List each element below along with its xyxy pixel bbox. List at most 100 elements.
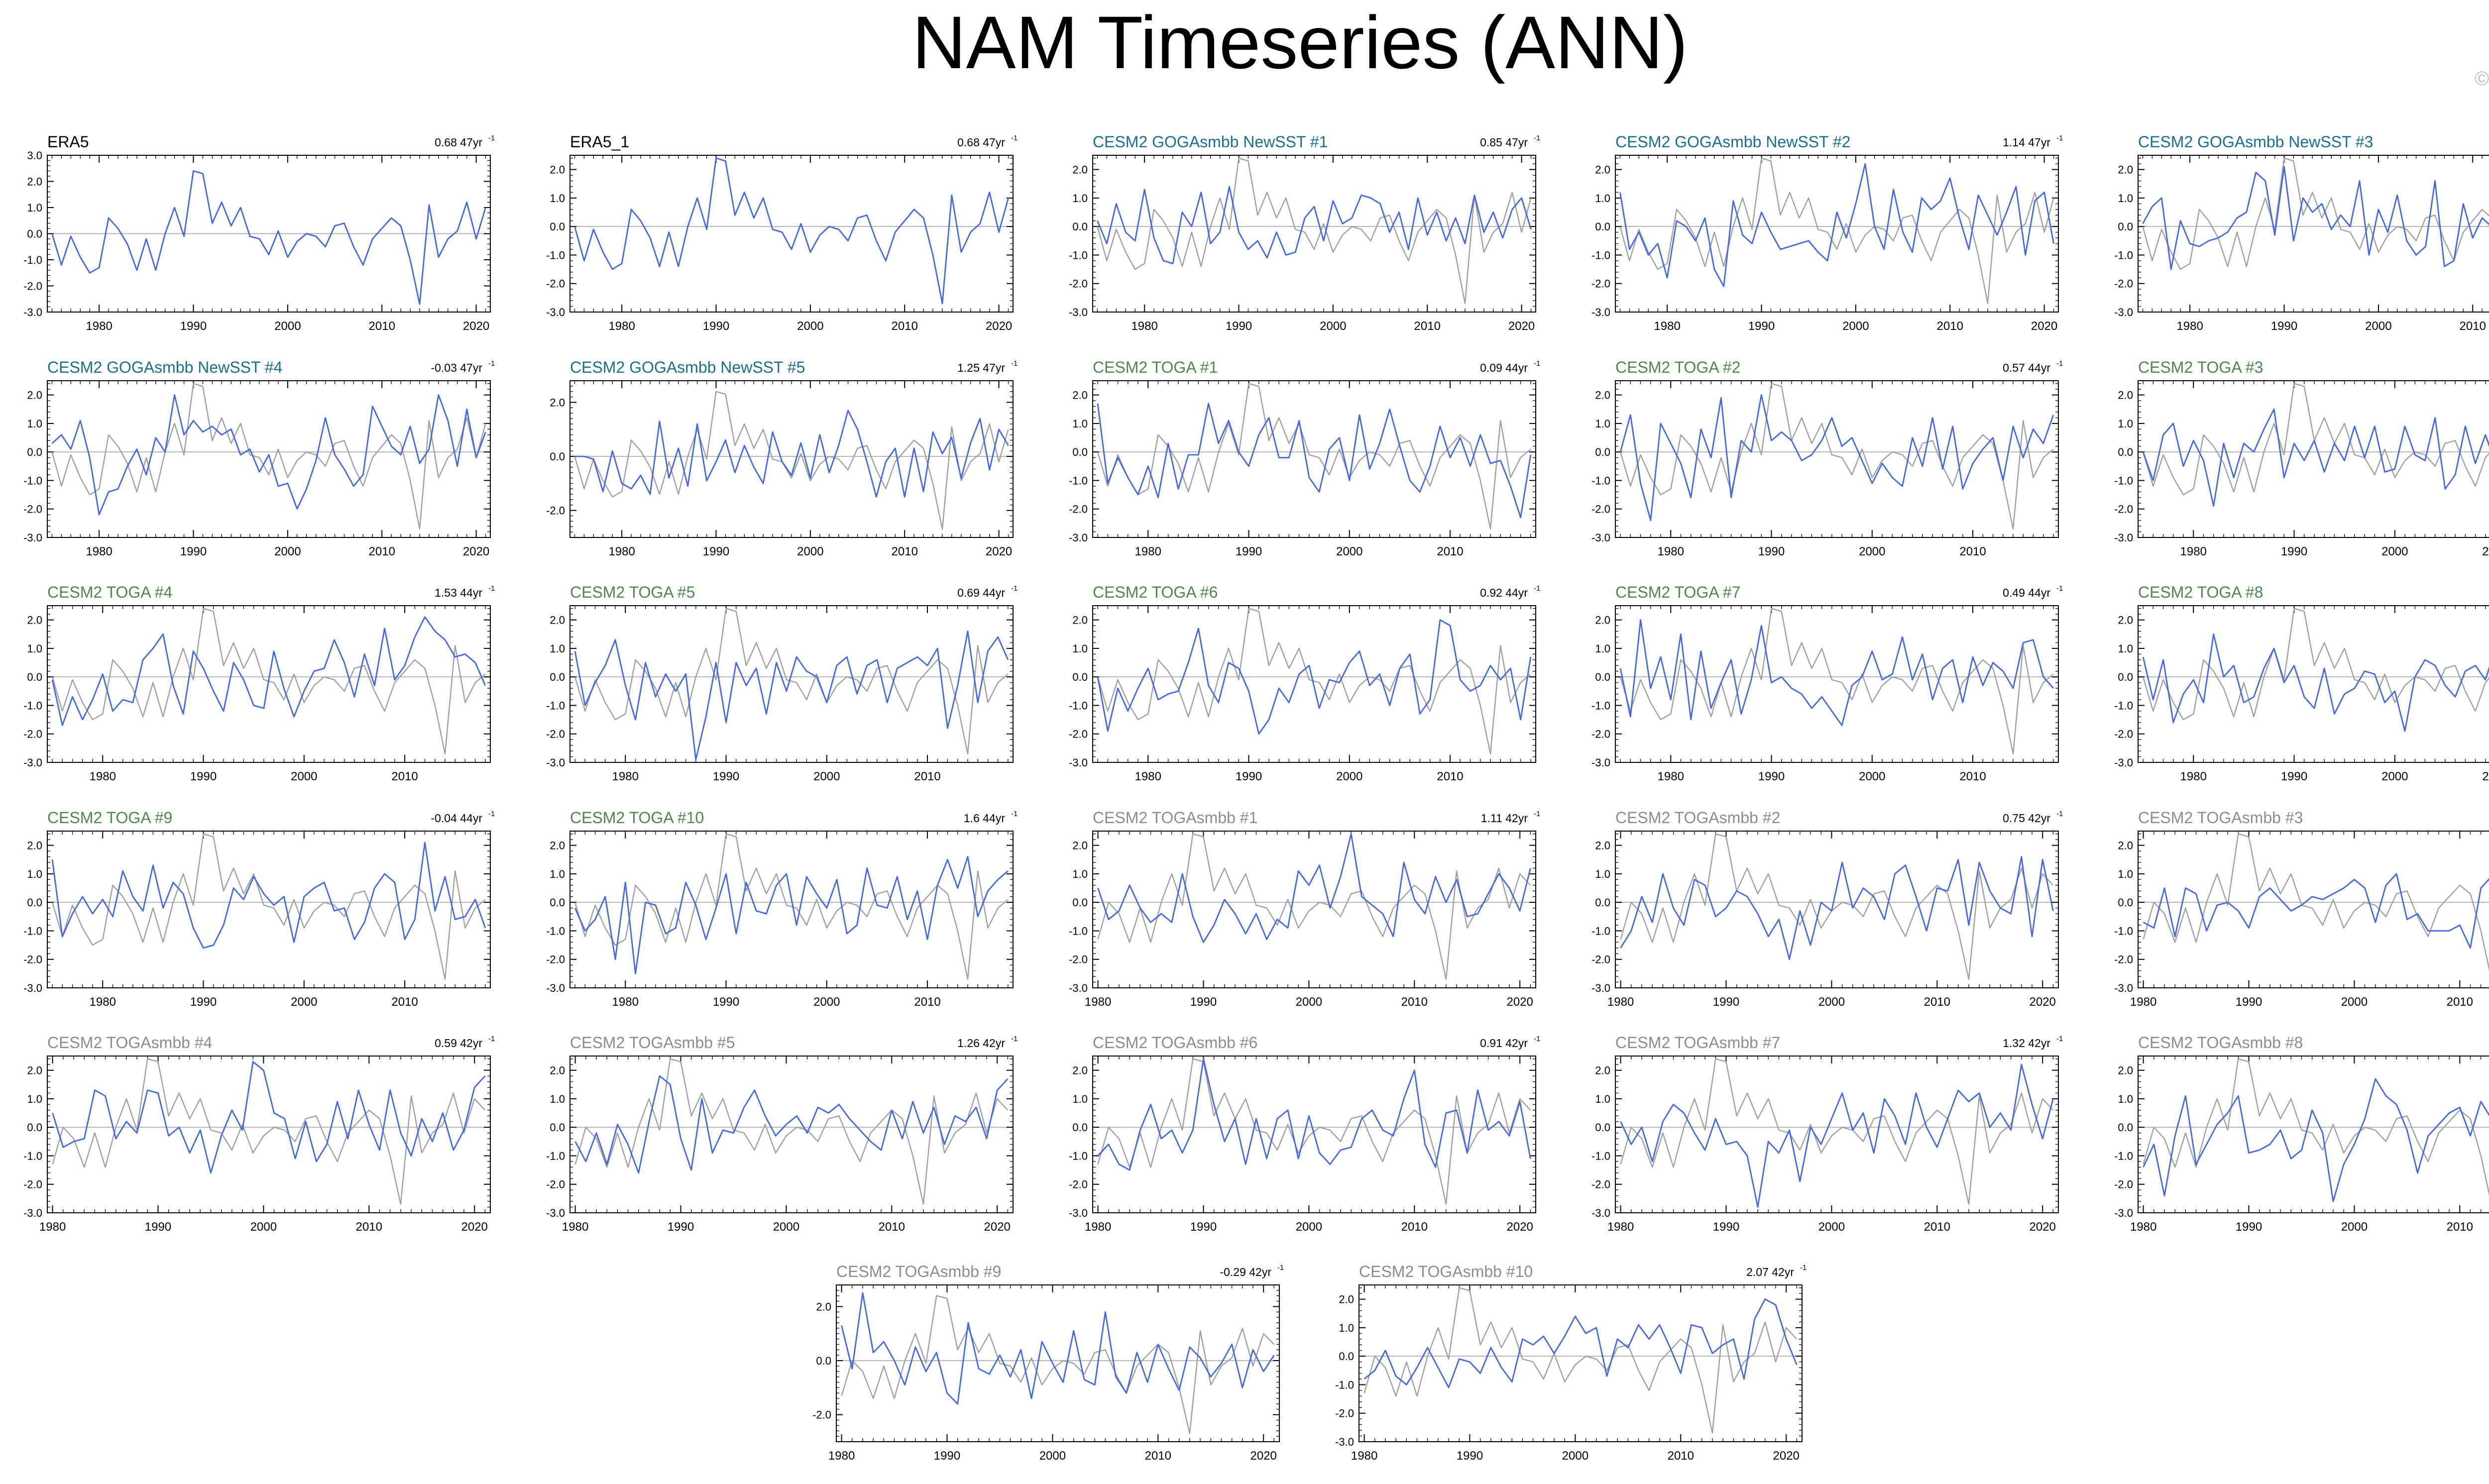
y-tick-label: 0.0	[550, 450, 565, 463]
plot-frame	[1615, 155, 2059, 313]
x-tick-label: 2010	[391, 995, 418, 1009]
model-series-line	[1619, 619, 2054, 726]
x-tick-label: 1980	[612, 770, 639, 783]
x-tick-label: 2000	[2341, 995, 2368, 1009]
x-tick-label: 1980	[612, 995, 639, 1009]
x-tick-label: 1980	[2180, 770, 2207, 783]
y-tick-label: 2.0	[1595, 164, 1610, 176]
panel-title: CESM2 TOGAsmbb #4	[47, 1034, 212, 1052]
panel-title: CESM2 TOGAsmbb #10	[1359, 1263, 1533, 1280]
y-tick-label: 2.0	[550, 1064, 565, 1077]
y-tick-label: -3.0	[2114, 756, 2133, 769]
x-tick-label: 1990	[1226, 319, 1252, 333]
y-tick-label: -2.0	[1069, 278, 1088, 290]
y-tick-label: 1.0	[27, 642, 42, 655]
trend-superscript: -1	[1011, 584, 1018, 593]
trend-label: 0.57 44yr	[2003, 361, 2050, 374]
panel-cesm2-gogasmbb-newsst-1: CESM2 GOGAsmbb NewSST #1 0.85 47yr -1 -3.0 -…	[1069, 133, 1540, 333]
x-tick-label: 2010	[914, 770, 940, 783]
panel-cesm2-togasmbb-7: CESM2 TOGAsmbb #7 1.32 42yr -1 -3.0 -2.0 -1.0…	[1591, 1034, 2063, 1234]
trend-label: 0.85 47yr	[1480, 136, 1528, 149]
x-tick-label: 2020	[463, 319, 489, 333]
trend-label: -0.29 42yr	[1220, 1266, 1271, 1278]
y-tick-label: -1.0	[2114, 699, 2133, 712]
obs-reference-line	[1363, 1287, 1798, 1434]
panel-title: CESM2 TOGA #10	[570, 809, 704, 827]
y-tick-label: 2.0	[27, 614, 42, 627]
x-tick-label: 1990	[703, 319, 729, 333]
x-tick-label: 1980	[90, 995, 116, 1009]
trend-superscript: -1	[488, 359, 495, 368]
x-tick-label: 1980	[1085, 1220, 1111, 1234]
x-tick-label: 1990	[1758, 770, 1785, 783]
y-tick-label: 2.0	[1595, 840, 1610, 852]
x-tick-label: 1980	[608, 545, 635, 558]
x-tick-label: 2000	[1320, 319, 1346, 333]
x-tick-label: 2010	[1401, 1220, 1428, 1234]
trend-superscript: -1	[2056, 1035, 2063, 1043]
y-tick-label: -1.0	[1069, 474, 1088, 487]
x-tick-label: 1980	[1607, 995, 1634, 1009]
y-tick-label: -1.0	[1591, 699, 1610, 712]
panel-title: CESM2 GOGAsmbb NewSST #4	[47, 358, 282, 376]
model-series-line	[51, 170, 486, 305]
trend-label: -0.04 44yr	[431, 812, 482, 825]
model-series-line	[1619, 163, 2054, 287]
panel-title: CESM2 GOGAsmbb NewSST #1	[1093, 133, 1328, 151]
plot-frame	[1092, 1056, 1536, 1213]
x-tick-label: 2010	[1145, 1449, 1171, 1463]
panel-title: CESM2 GOGAsmbb NewSST #3	[2138, 133, 2373, 151]
plot-frame	[569, 380, 1014, 538]
trend-label: 1.32 42yr	[2003, 1037, 2050, 1050]
model-series-line	[574, 856, 1009, 974]
x-tick-label: 1990	[1457, 1449, 1483, 1463]
y-tick-label: -3.0	[1069, 1207, 1088, 1219]
y-tick-label: -1.0	[1069, 249, 1088, 261]
y-tick-label: 3.0	[27, 149, 42, 162]
trend-superscript: -1	[1011, 359, 1018, 368]
obs-reference-line	[1619, 383, 2054, 530]
obs-reference-line	[574, 608, 1009, 754]
trend-superscript: -1	[1534, 1035, 1540, 1043]
x-tick-label: 2010	[892, 545, 918, 558]
panel-title: CESM2 TOGAsmbb #2	[1615, 809, 1780, 827]
plot-frame	[1358, 1284, 1803, 1442]
y-tick-label: 1.0	[1072, 418, 1088, 430]
y-tick-label: 2.0	[1072, 164, 1088, 176]
panel-cesm2-togasmbb-4: CESM2 TOGAsmbb #4 0.59 42yr -1 -3.0 -2.0 -1.0…	[23, 1034, 495, 1234]
trend-label: -0.03 47yr	[431, 361, 482, 374]
x-tick-label: 2020	[1507, 995, 1533, 1009]
y-tick-label: -2.0	[1591, 728, 1610, 741]
x-tick-label: 2010	[892, 319, 918, 333]
x-tick-label: 2000	[773, 1220, 799, 1234]
y-tick-label: -2.0	[1335, 1407, 1354, 1420]
trend-label: 2.07 42yr	[1746, 1266, 1794, 1278]
model-series-line	[2142, 166, 2489, 270]
x-tick-label: 1990	[668, 1220, 694, 1234]
model-series-line	[574, 1075, 1009, 1174]
obs-reference-line	[2143, 833, 2489, 971]
plot-frame	[1092, 605, 1536, 763]
y-tick-label: -3.0	[1591, 756, 1610, 769]
y-tick-label: -1.0	[2114, 925, 2133, 937]
x-tick-label: 1980	[2176, 319, 2203, 333]
x-tick-label: 1990	[1190, 1220, 1217, 1234]
x-tick-label: 2000	[2381, 545, 2408, 558]
trend-label: 0.68 47yr	[435, 136, 482, 149]
obs-reference-line	[52, 1058, 486, 1205]
x-tick-label: 2000	[291, 770, 317, 783]
y-tick-label: 2.0	[1072, 1064, 1088, 1077]
panel-cesm2-toga-5: CESM2 TOGA #5 0.69 44yr -1 -3.0 -2.0 -1.0 0.0 1…	[546, 583, 1018, 783]
plot-frame	[1615, 1056, 2059, 1213]
y-tick-label: -1.0	[23, 925, 42, 937]
x-tick-label: 1990	[713, 995, 739, 1009]
x-tick-label: 1990	[703, 545, 729, 558]
y-tick-label: 2.0	[1595, 614, 1610, 627]
obs-reference-line	[1619, 157, 2054, 304]
x-tick-label: 2020	[986, 319, 1012, 333]
obs-reference-line	[841, 1295, 1275, 1434]
x-tick-label: 1980	[86, 319, 112, 333]
panel-title: CESM2 TOGA #4	[47, 583, 172, 601]
obs-reference-line	[2142, 383, 2489, 496]
plot-frame	[1615, 380, 2059, 538]
